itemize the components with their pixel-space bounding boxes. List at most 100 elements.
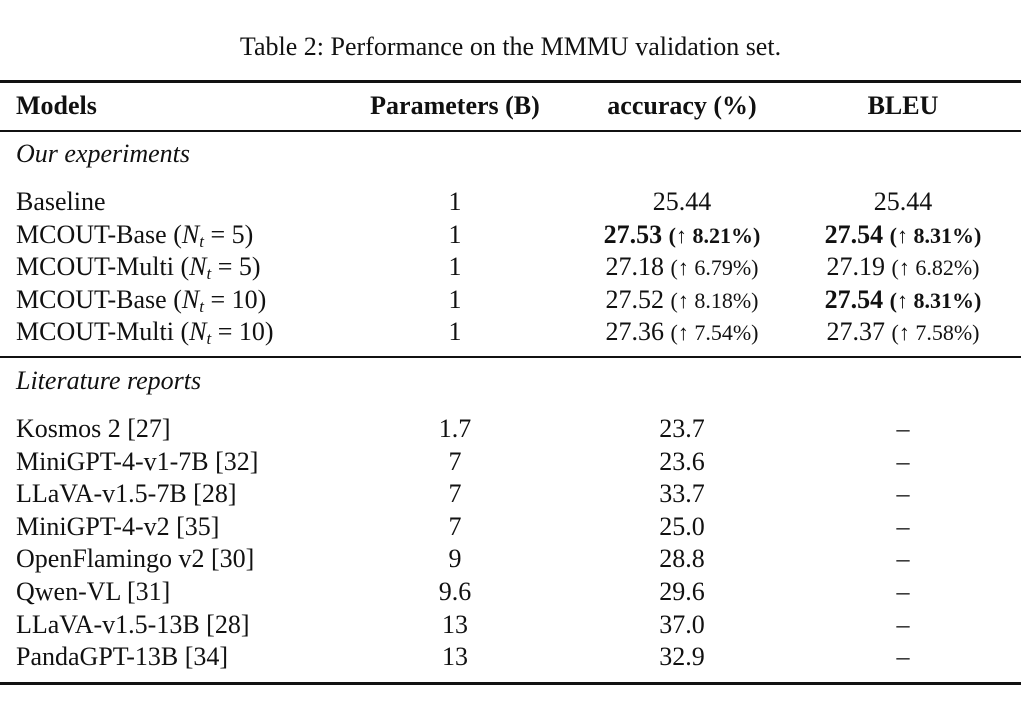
model-name: LLaVA-v1.5-7B [28] — [16, 479, 237, 509]
bleu-value: 27.37 — [826, 317, 886, 346]
table-row: MCOUT-Multi (Nt = 10) 1 27.36 (↑ 7.54%) 27.… — [0, 316, 1021, 348]
acc-cell: 32.9 — [659, 642, 705, 672]
params-cell: 9.6 — [438, 577, 472, 606]
table-row: MCOUT-Base (Nt = 10) 1 27.52 (↑ 8.18%) 27.5… — [0, 284, 1021, 316]
model-name-text: MCOUT-Multi — [16, 252, 174, 281]
model-name: MCOUT-Multi (Nt = 5) — [16, 252, 261, 283]
model-name: MCOUT-Base (Nt = 10) — [16, 285, 267, 316]
table-row: Kosmos 2 [27] 1.7 23.7 – — [0, 413, 1021, 445]
bleu-cell: – — [896, 479, 910, 509]
model-name: MCOUT-Multi (Nt = 10) — [16, 317, 274, 348]
params-cell: 13 — [442, 609, 468, 639]
bleu-value: 27.19 — [826, 252, 886, 281]
params-cell: 1 — [448, 187, 462, 216]
table-row: MiniGPT-4-v1-7B [32] 7 23.6 – — [0, 446, 1021, 478]
nt-value: 10 — [231, 285, 258, 314]
bleu-cell: – — [896, 609, 910, 639]
acc-cell: 25.44 — [582, 186, 782, 218]
header-row: Models Parameters (B) accuracy (%) BLEU — [0, 90, 1021, 122]
acc-gain: (↑ 7.54%) — [670, 320, 759, 345]
header-models: Models — [16, 91, 97, 120]
params-cell: 1 — [448, 252, 462, 281]
bleu-cell: 27.37 (↑ 7.58%) — [803, 316, 1003, 348]
table-row: MiniGPT-4-v2 [35] 7 25.0 – — [0, 511, 1021, 543]
acc-cell: 27.18 (↑ 6.79%) — [582, 251, 782, 283]
acc-cell: 23.7 — [659, 414, 705, 443]
nt-value: 5 — [231, 220, 245, 249]
bleu-gain: (↑ 8.31%) — [889, 223, 982, 248]
bleu-gain: (↑ 7.58%) — [891, 320, 980, 345]
params-cell: 1 — [448, 285, 462, 314]
model-name: OpenFlamingo v2 [30] — [16, 544, 255, 574]
nt-value: 5 — [238, 252, 252, 281]
bleu-cell: 27.54 (↑ 8.31%) — [803, 284, 1003, 316]
bleu-cell: 25.44 — [803, 186, 1003, 218]
bottom-rule — [0, 682, 1021, 685]
params-cell: 13 — [442, 642, 468, 672]
bleu-value: 25.44 — [873, 187, 933, 216]
nt-symbol: Nt — [181, 220, 204, 251]
table-row: Baseline 1 25.44 25.44 — [0, 186, 1021, 218]
nt-symbol: Nt — [189, 252, 212, 283]
acc-cell: 27.36 (↑ 7.54%) — [582, 316, 782, 348]
model-name: MiniGPT-4-v2 [35] — [16, 511, 220, 541]
params-cell: 1 — [448, 317, 462, 346]
top-rule — [0, 80, 1021, 83]
params-cell: 7 — [448, 446, 462, 476]
table-row: LLaVA-v1.5-7B [28] 7 33.7 – — [0, 478, 1021, 510]
bleu-gain: (↑ 6.82%) — [891, 255, 980, 280]
acc-value: 25.44 — [652, 187, 712, 216]
model-name: MiniGPT-4-v1-7B [32] — [16, 446, 259, 476]
bleu-value: 27.54 — [824, 220, 884, 249]
table-row: LLaVA-v1.5-13B [28] 13 37.0 – — [0, 609, 1021, 641]
bleu-value: 27.54 — [824, 285, 884, 314]
model-name: Qwen-VL [31] — [16, 577, 171, 606]
acc-cell: 33.7 — [659, 479, 705, 509]
params-cell: 7 — [448, 511, 462, 541]
params-cell: 1.7 — [438, 414, 472, 443]
model-name: Baseline — [16, 186, 106, 218]
header-accuracy: accuracy (%) — [607, 91, 757, 120]
acc-cell: 28.8 — [659, 544, 705, 574]
bleu-cell: 27.54 (↑ 8.31%) — [803, 219, 1003, 251]
bleu-gain: (↑ 8.31%) — [889, 288, 982, 313]
model-name: LLaVA-v1.5-13B [28] — [16, 609, 250, 639]
section-our-experiments: Our experiments — [16, 139, 191, 168]
model-name-text: MCOUT-Multi — [16, 317, 174, 346]
table-row: PandaGPT-13B [34] 13 32.9 – — [0, 641, 1021, 673]
nt-symbol: Nt — [181, 285, 204, 316]
model-name: MCOUT-Base (Nt = 5) — [16, 220, 254, 251]
header-rule — [0, 130, 1021, 132]
model-name-text: Baseline — [16, 187, 106, 216]
header-params: Parameters (B) — [370, 91, 540, 120]
acc-value: 27.36 — [605, 317, 665, 346]
table-row: MCOUT-Base (Nt = 5) 1 27.53 (↑ 8.21%) 27.54… — [0, 219, 1021, 251]
model-name-text: MCOUT-Base — [16, 285, 167, 314]
nt-symbol: Nt — [189, 317, 212, 348]
acc-gain: (↑ 8.21%) — [668, 223, 761, 248]
header-bleu: BLEU — [867, 91, 939, 120]
params-cell: 7 — [448, 479, 462, 509]
acc-value: 27.52 — [605, 285, 665, 314]
table-row: Qwen-VL [31] 9.6 29.6 – — [0, 576, 1021, 608]
acc-cell: 27.53 (↑ 8.21%) — [582, 219, 782, 251]
acc-gain: (↑ 8.18%) — [670, 288, 759, 313]
bleu-cell: – — [896, 414, 910, 443]
table-row: MCOUT-Multi (Nt = 5) 1 27.18 (↑ 6.79%) 27.1… — [0, 251, 1021, 283]
acc-gain: (↑ 6.79%) — [670, 255, 759, 280]
acc-cell: 27.52 (↑ 8.18%) — [582, 284, 782, 316]
nt-value: 10 — [238, 317, 265, 346]
section-literature-reports: Literature reports — [16, 366, 202, 395]
table-row: OpenFlamingo v2 [30] 9 28.8 – — [0, 543, 1021, 575]
table-caption: Table 2: Performance on the MMMU validat… — [239, 32, 782, 61]
bleu-cell: – — [896, 446, 910, 476]
bleu-cell: – — [896, 577, 910, 606]
params-cell: 9 — [448, 544, 462, 574]
acc-cell: 25.0 — [659, 511, 705, 541]
bleu-cell: – — [896, 642, 910, 672]
acc-cell: 37.0 — [659, 609, 705, 639]
acc-value: 27.18 — [605, 252, 665, 281]
model-name-text: MCOUT-Base — [16, 220, 167, 249]
model-name: PandaGPT-13B [34] — [16, 642, 229, 672]
section-rule — [0, 356, 1021, 358]
